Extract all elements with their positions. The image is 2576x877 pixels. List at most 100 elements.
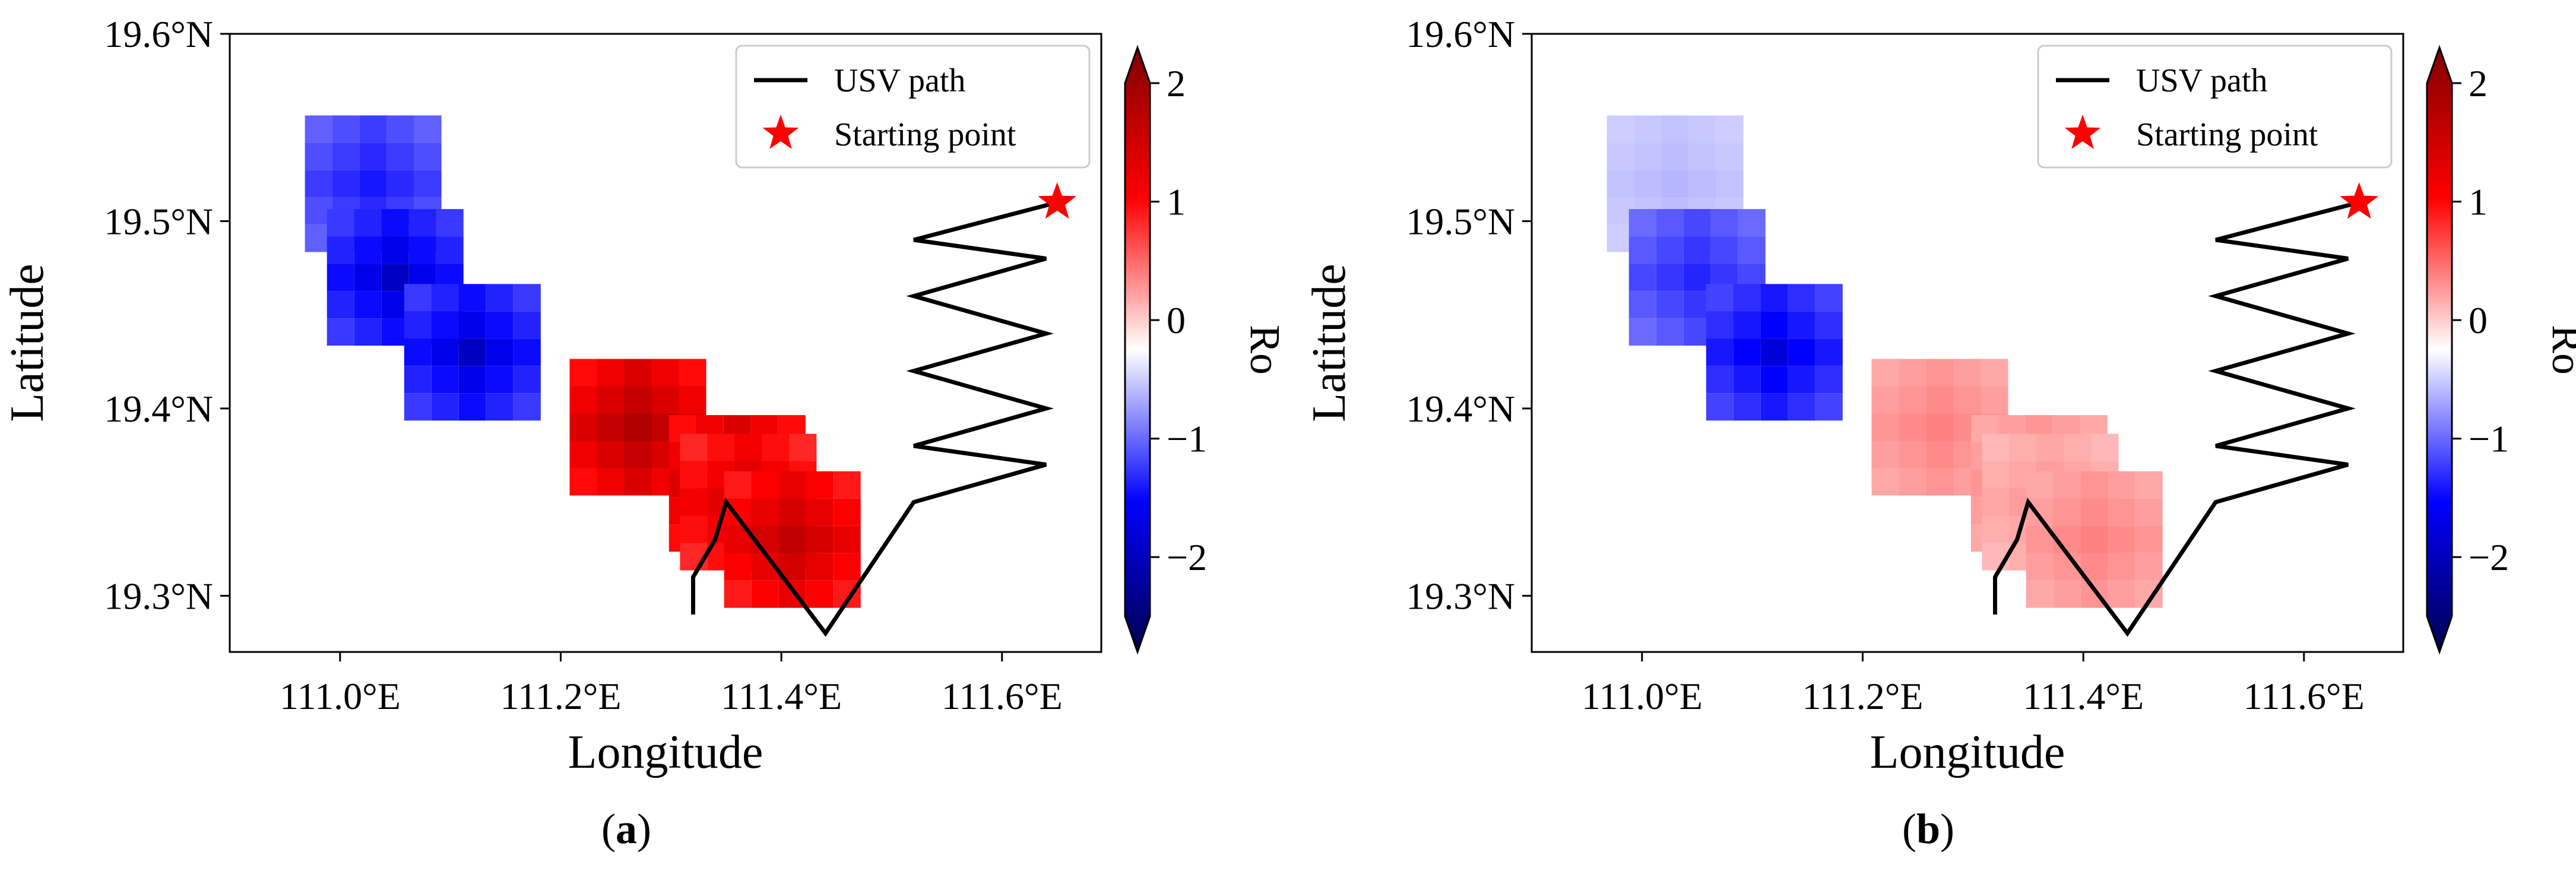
ro-cell xyxy=(1871,468,1899,496)
ro-cell xyxy=(1899,413,1927,441)
ro-cell xyxy=(2080,471,2108,499)
ro-cell xyxy=(458,284,486,312)
colorbar-ticks: 2 1 0 −1 −2 xyxy=(1150,62,1207,578)
colorbar-tick-label: 2 xyxy=(1167,62,1186,105)
ro-cell xyxy=(569,386,597,414)
plot-frame xyxy=(1531,33,2404,653)
x-tick-label: 111.6°E xyxy=(2244,675,2365,717)
colorbar-tick-label: 1 xyxy=(2469,181,2488,223)
ro-cell xyxy=(1628,264,1656,292)
ro-cell xyxy=(833,498,861,526)
ro-cell xyxy=(2080,525,2108,553)
x-axis-ticks: 111.0°E 111.2°E 111.4°E 111.6°E xyxy=(280,652,1063,717)
colorbar-tick-label: −1 xyxy=(2469,418,2509,460)
ro-cell xyxy=(734,433,762,461)
ro-cell xyxy=(486,284,514,312)
ro-cell xyxy=(354,291,382,319)
colorbar-label: Ro xyxy=(1241,325,1289,375)
colorbar-ticks: 2 1 0 −1 −2 xyxy=(2452,62,2509,578)
ro-cell xyxy=(2080,498,2108,526)
ro-cell xyxy=(806,498,834,526)
ro-cell xyxy=(1661,143,1689,170)
colorbar-tick-label: −2 xyxy=(1167,536,1207,578)
panel-label-letter: a xyxy=(616,805,637,853)
ro-cell xyxy=(1706,311,1734,339)
colorbar-tick-label: 0 xyxy=(1167,299,1186,341)
ro-cell xyxy=(513,311,541,339)
ro-cell xyxy=(1788,366,1815,394)
starting-point-star xyxy=(2340,182,2378,219)
ro-cell xyxy=(1607,143,1634,170)
ro-cell xyxy=(680,433,708,461)
x-tick-label: 111.4°E xyxy=(2023,675,2144,717)
ro-cell xyxy=(2135,553,2163,581)
ro-cell xyxy=(431,393,459,421)
ro-cell xyxy=(1788,393,1815,421)
ro-cell xyxy=(1710,236,1738,264)
ro-cell xyxy=(327,209,354,237)
ro-cell xyxy=(2053,580,2081,608)
ro-cell xyxy=(1628,236,1656,264)
ro-cell xyxy=(381,236,409,264)
colorbar-tick-label: 1 xyxy=(1167,181,1186,223)
ro-cell xyxy=(327,264,354,292)
ro-cell xyxy=(404,284,432,312)
legend: USV path Starting point xyxy=(735,45,1091,169)
ro-cell xyxy=(1656,318,1684,346)
ro-cell xyxy=(408,236,436,264)
ro-cell xyxy=(1738,236,1766,264)
ro-cell xyxy=(806,525,834,553)
ro-cell xyxy=(1815,393,1843,421)
ro-cell xyxy=(833,553,861,581)
plot-frame xyxy=(229,33,1102,653)
ro-cell xyxy=(386,170,414,198)
ro-cell xyxy=(1656,209,1684,237)
ro-cell xyxy=(1634,115,1662,143)
legend-entry-usv-path: USV path xyxy=(2136,62,2267,99)
x-axis-label: Longitude xyxy=(1870,726,2065,778)
ro-cell xyxy=(1899,359,1927,387)
panel-b: 111.0°E 111.2°E 111.4°E 111.6°E 19.3°N 19.4°… xyxy=(1303,13,2576,853)
legend-entry-usv-path: USV path xyxy=(834,62,965,99)
ro-cell xyxy=(1760,284,1788,312)
ro-cell xyxy=(1926,359,1954,387)
y-tick-label: 19.4°N xyxy=(104,388,213,430)
ro-cell xyxy=(332,170,360,198)
starting-point-marker xyxy=(2340,182,2378,219)
ro-cell xyxy=(404,393,432,421)
ro-cell xyxy=(597,359,625,387)
ro-cell xyxy=(1733,284,1761,312)
ro-cell xyxy=(724,580,752,608)
ro-cell xyxy=(1899,441,1927,468)
y-axis-ticks: 19.3°N 19.4°N 19.5°N 19.6°N xyxy=(104,13,230,617)
ro-cell xyxy=(2026,471,2054,499)
ro-cell xyxy=(1607,170,1634,198)
legend-box xyxy=(735,45,1091,169)
ro-cell xyxy=(2108,471,2135,499)
y-axis-label: Latitude xyxy=(1303,264,1355,422)
panel-label-a: (a) xyxy=(601,805,651,853)
ro-cell xyxy=(1706,366,1734,394)
ro-cell xyxy=(2036,433,2064,461)
ro-cell xyxy=(1815,366,1843,394)
ro-cell xyxy=(2108,525,2135,553)
ro-cell xyxy=(1760,338,1788,366)
ro-cell xyxy=(458,311,486,339)
ro-cell xyxy=(1953,386,1981,414)
legend-entry-starting-point: Starting point xyxy=(2136,116,2318,153)
ro-cell xyxy=(597,413,625,441)
panel-label-b: (b) xyxy=(1902,805,1954,853)
ro-cell xyxy=(1981,386,2008,414)
ro-cell xyxy=(569,468,597,496)
legend-star-swatch xyxy=(2064,115,2101,149)
ro-cell xyxy=(305,143,332,170)
ro-cell xyxy=(2135,498,2163,526)
panel-a: 111.0°E 111.2°E 111.4°E 111.6°E 19.3°N 19.4°… xyxy=(1,13,1289,853)
ro-cell xyxy=(1982,488,2010,516)
ro-cell xyxy=(1716,115,1744,143)
ro-cell xyxy=(1982,433,2010,461)
ro-cell xyxy=(778,498,806,526)
ro-cell xyxy=(2108,580,2135,608)
ro-cell xyxy=(1899,386,1927,414)
ro-cell xyxy=(1982,515,2010,543)
